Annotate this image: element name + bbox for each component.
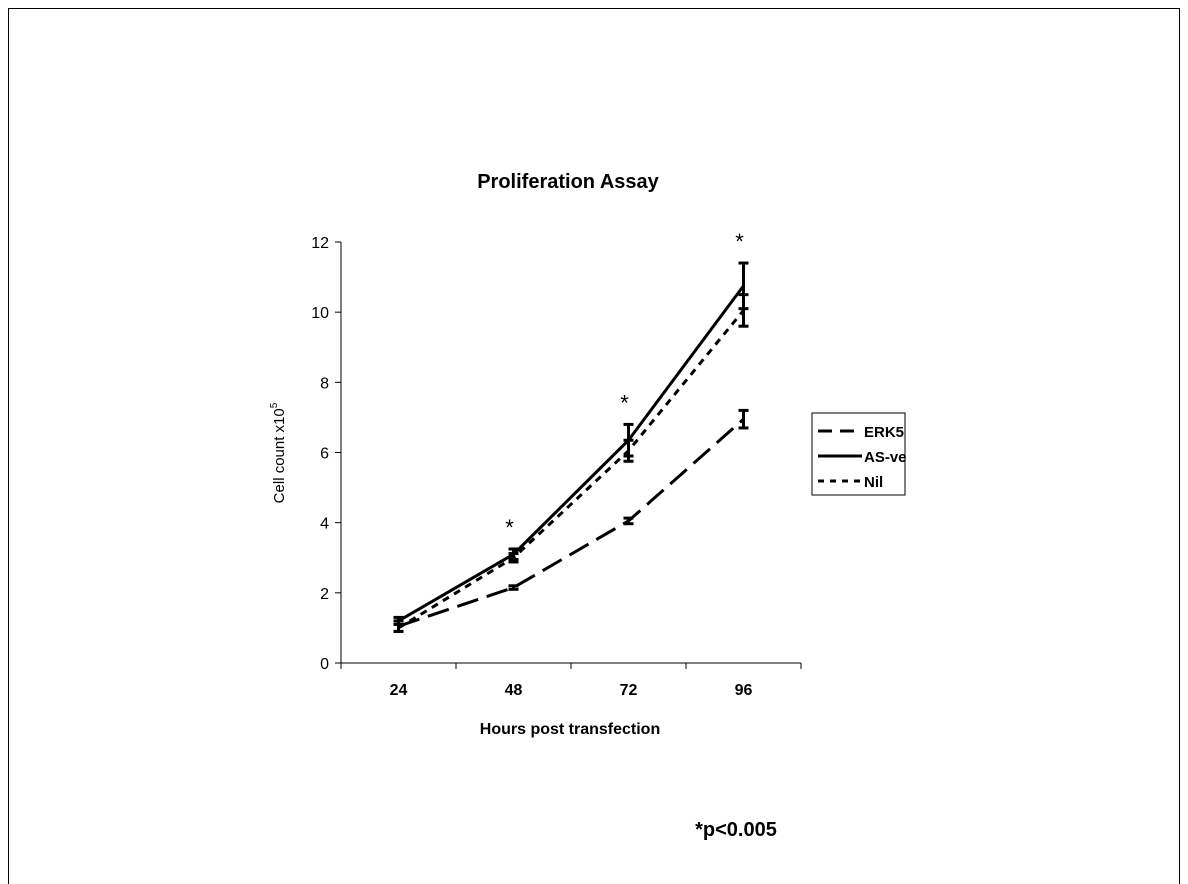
y-axis-label-superscript: 5 [269,402,280,408]
series-line-nil [397,309,745,630]
x-tick-label: 96 [735,682,753,699]
x-axis: 24 48 72 96 [340,662,802,699]
legend-label: Nil [864,474,883,491]
x-tick-label: 24 [390,682,408,699]
y-tick-label: 4 [320,516,329,533]
chart-title: Proliferation Assay [477,171,659,193]
series-group [397,284,745,630]
x-tick-label: 72 [620,682,638,699]
series-line-as-ve [397,284,745,623]
error-bars [393,261,749,633]
significance-markers: * * * [505,229,744,540]
x-axis-label: Hours post transfection [480,721,660,738]
y-tick-label: 6 [320,446,329,463]
y-tick-label: 2 [320,586,329,603]
significance-marker: * [620,390,629,415]
footnote: *p<0.005 [695,819,777,841]
y-tick-label: 0 [320,656,329,673]
y-tick-label: 8 [320,375,329,392]
y-axis-label-text: Cell count x10 [271,408,288,503]
significance-marker: * [505,515,514,540]
y-axis-label: Cell count x105 [269,402,288,503]
y-tick-label: 12 [311,235,329,252]
figure-frame [8,8,1180,884]
significance-marker: * [735,229,744,254]
y-tick-label: 10 [311,305,329,322]
legend-label: AS-ve [864,449,907,466]
series-line-erk5 [398,418,745,628]
legend: ERK5 AS-ve Nil [811,412,907,496]
y-axis: 0 2 4 6 8 10 12 [311,235,342,673]
x-tick-label: 48 [505,682,523,699]
legend-label: ERK5 [864,424,904,441]
